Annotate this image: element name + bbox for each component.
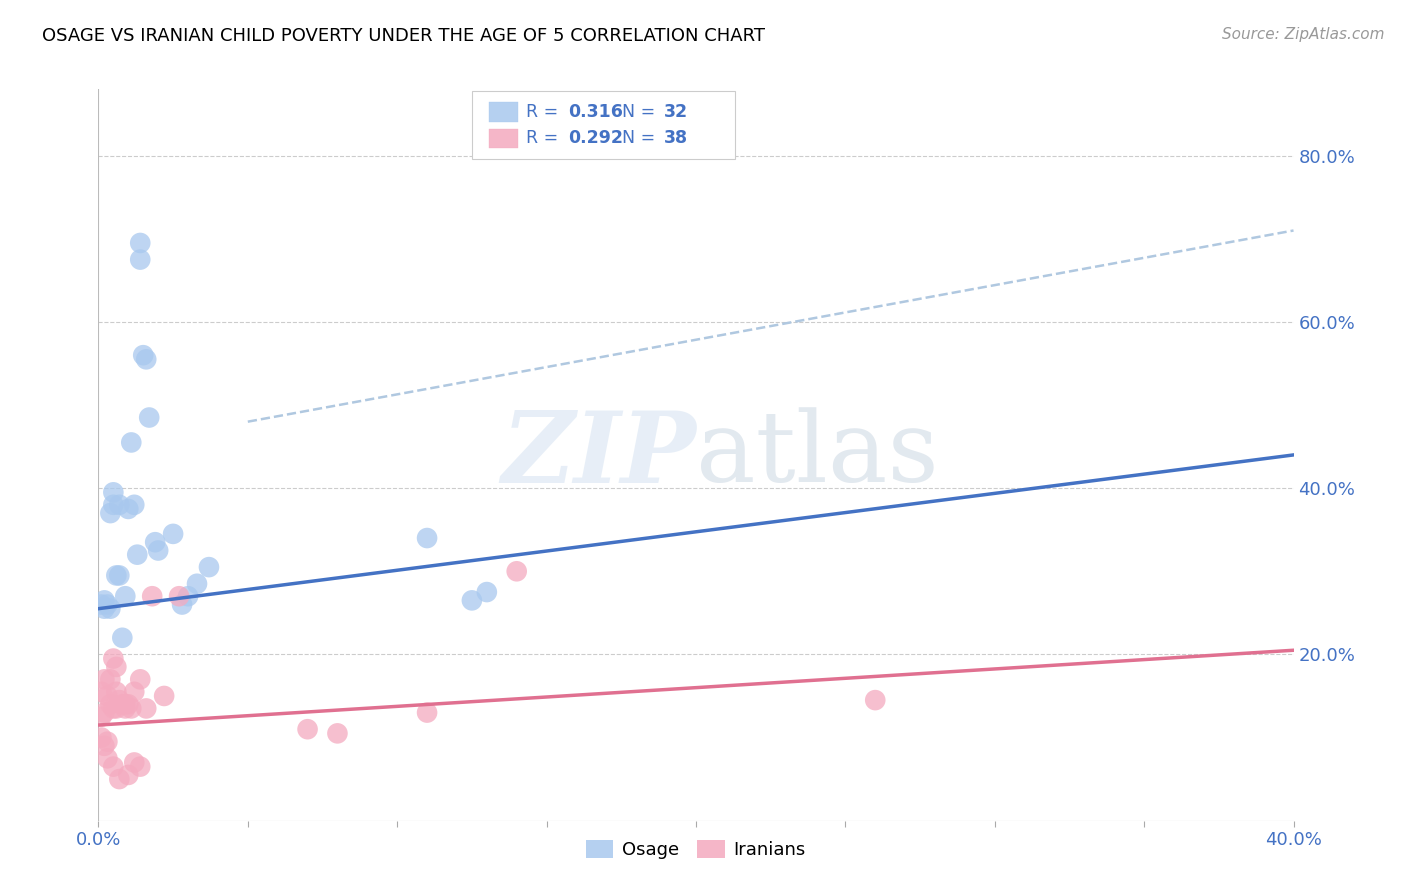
Point [177,589,200,603]
Text: R =: R = [526,129,564,147]
Point [93,593,115,607]
Point [124,756,146,770]
Point [105,685,128,699]
Point [461,593,484,607]
Point [114,698,136,712]
Point [475,585,498,599]
Point [117,698,139,712]
Point [297,723,319,737]
Point [127,548,149,562]
Point [143,535,166,549]
Point [138,410,160,425]
Point [114,701,136,715]
Point [96,734,118,748]
Point [117,768,139,782]
Point [108,772,131,786]
Point [167,589,190,603]
Point [108,568,131,582]
Point [117,502,139,516]
Text: 0.292: 0.292 [568,129,623,147]
Point [135,352,157,367]
Point [98,673,122,687]
Point [129,759,152,773]
Text: atlas: atlas [696,407,939,503]
Point [90,710,112,724]
Point [129,673,152,687]
Text: Source: ZipAtlas.com: Source: ZipAtlas.com [1222,27,1385,42]
Point [506,564,529,578]
Point [93,601,115,615]
Point [198,560,221,574]
Point [153,689,176,703]
Text: 38: 38 [664,129,688,147]
Point [120,435,142,450]
Point [105,568,128,582]
Point [96,689,118,703]
Point [98,601,122,615]
Point [103,485,125,500]
Point [326,726,349,740]
Text: N =: N = [621,129,661,147]
Point [120,701,142,715]
Point [148,543,170,558]
Text: 32: 32 [664,103,688,121]
Point [108,498,131,512]
Point [132,348,155,362]
Point [129,235,152,250]
Point [129,252,152,267]
Point [162,527,184,541]
Point [186,576,208,591]
Point [90,598,112,612]
Point [135,701,157,715]
Point [93,706,115,720]
Text: R =: R = [526,103,564,121]
Point [124,498,146,512]
Point [111,698,134,712]
Legend: Osage, Iranians: Osage, Iranians [579,833,813,866]
Point [93,673,115,687]
Point [98,698,122,712]
Point [111,631,134,645]
Point [114,589,136,603]
Text: N =: N = [621,103,661,121]
Text: 0.316: 0.316 [568,103,623,121]
Point [96,751,118,765]
Point [124,685,146,699]
Text: OSAGE VS IRANIAN CHILD POVERTY UNDER THE AGE OF 5 CORRELATION CHART: OSAGE VS IRANIAN CHILD POVERTY UNDER THE… [42,27,765,45]
Point [172,598,194,612]
FancyBboxPatch shape [472,91,735,159]
Point [98,506,122,520]
Point [141,589,163,603]
FancyBboxPatch shape [489,128,517,148]
Point [108,693,131,707]
Point [865,693,887,707]
Point [103,651,125,665]
Point [105,701,128,715]
Point [416,706,439,720]
Point [90,685,112,699]
FancyBboxPatch shape [489,103,517,122]
Point [96,598,118,612]
Point [103,498,125,512]
Point [103,701,125,715]
Point [416,531,439,545]
Point [90,731,112,745]
Point [93,739,115,753]
Text: ZIP: ZIP [501,407,696,503]
Point [103,759,125,773]
Point [105,660,128,674]
